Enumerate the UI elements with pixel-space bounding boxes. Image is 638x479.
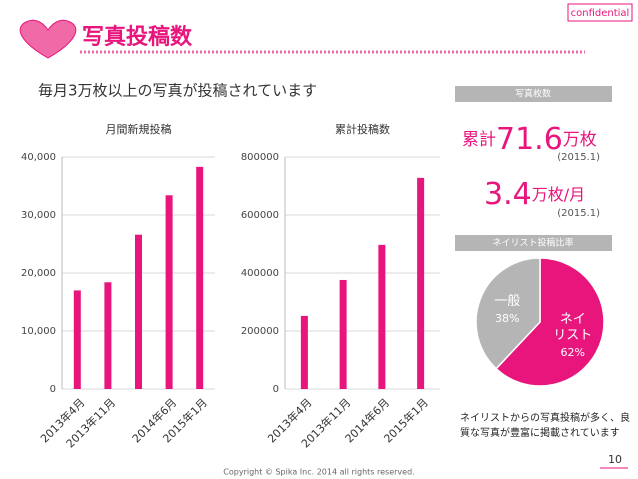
total-date: (2015.1) xyxy=(557,152,600,163)
pie-label-line: 一般 xyxy=(494,293,520,309)
monthly-unit: 万枚/月 xyxy=(532,185,585,204)
bar xyxy=(378,244,386,389)
y-tick-label: 10,000 xyxy=(21,326,56,337)
bar xyxy=(196,166,204,389)
monthly-value: 3.4 xyxy=(484,177,532,212)
pie-slice xyxy=(475,257,541,370)
y-tick-label: 0 xyxy=(273,384,279,395)
y-tick-label: 800000 xyxy=(241,152,279,163)
bar xyxy=(73,290,81,389)
y-tick-label: 200000 xyxy=(241,326,279,337)
header-bar xyxy=(455,235,612,251)
pie-value-label: 38% xyxy=(495,312,519,325)
title: 写真投稿数 xyxy=(82,24,193,50)
caption-line: 質な写真が豊富に掲載されています xyxy=(460,426,620,439)
y-tick-label: 40,000 xyxy=(21,152,56,163)
bar xyxy=(104,282,112,389)
bar xyxy=(339,279,347,389)
bar xyxy=(135,234,142,389)
bar xyxy=(165,195,173,389)
photo-header: 写真枚数 xyxy=(515,88,551,100)
pie-label-line: ネイ xyxy=(560,311,586,326)
y-tick-label: 600000 xyxy=(241,210,279,221)
page-number: 10 xyxy=(608,453,622,466)
monthly: 3.4万枚/月 xyxy=(484,177,585,212)
confidential-box xyxy=(567,3,633,22)
ratio-header: ネイリスト投稿比率 xyxy=(492,237,573,249)
pie-label-line: リスト xyxy=(553,327,592,342)
header-bar xyxy=(455,86,612,102)
pie-label: 一般 xyxy=(494,293,520,309)
bar xyxy=(417,177,425,389)
chart-title: 月間新規投稿 xyxy=(106,122,172,136)
caption-line: ネイリストからの写真投稿が多く、良 xyxy=(460,411,630,424)
bar xyxy=(300,315,308,389)
chart-title: 累計投稿数 xyxy=(335,122,390,136)
pie-label: ネイリスト xyxy=(553,311,592,342)
pie-slice xyxy=(495,257,605,387)
confidential: confidential xyxy=(571,8,630,19)
subtitle: 毎月3万枚以上の写真が投稿されています xyxy=(38,82,317,100)
total-prefix: 累計 xyxy=(462,130,496,150)
total-unit: 万枚 xyxy=(563,130,597,150)
copyright: Copyright © Spika Inc. 2014 all rights r… xyxy=(223,468,414,477)
total-value: 71.6 xyxy=(496,122,563,157)
y-tick-label: 20,000 xyxy=(21,268,56,279)
pie-value-label: 62% xyxy=(561,346,585,359)
y-tick-label: 400000 xyxy=(241,268,279,279)
total: 累計71.6万枚 xyxy=(462,122,597,157)
monthly-date: (2015.1) xyxy=(557,208,600,219)
logo-heart xyxy=(19,19,77,59)
y-tick-label: 0 xyxy=(50,384,56,395)
y-tick-label: 30,000 xyxy=(21,210,56,221)
